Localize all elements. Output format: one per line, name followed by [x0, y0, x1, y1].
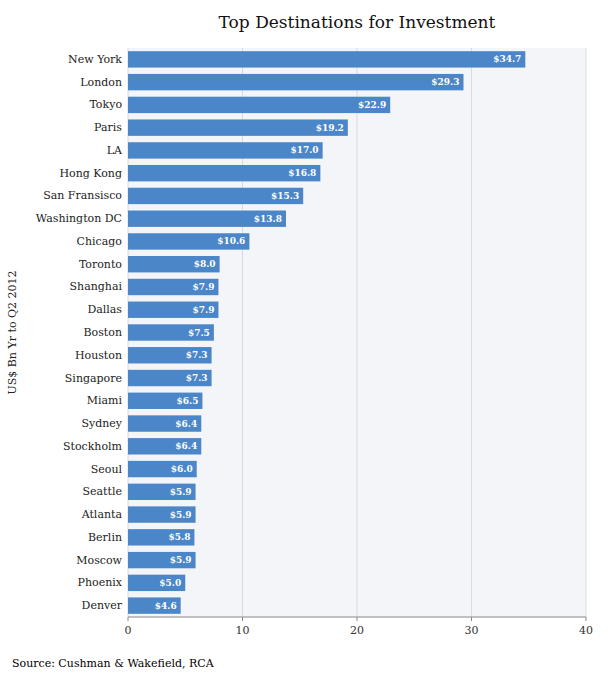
x-tick [471, 617, 472, 621]
title: Top Destinations for Investment [219, 12, 496, 32]
data-label: $5.0 [159, 578, 181, 588]
bar [128, 415, 201, 431]
bar [128, 74, 463, 90]
grid-line [471, 48, 472, 617]
y-tick-label: Chicago [77, 235, 123, 248]
y-tick-label: Shanghai [70, 280, 123, 293]
y-tick-label: Hong Kong [59, 167, 122, 180]
bar [128, 256, 220, 272]
data-label: $6.0 [171, 464, 193, 474]
data-label: $15.3 [271, 191, 299, 201]
bar [128, 165, 320, 181]
y-tick-label: LA [107, 144, 123, 157]
y-tick-label: Stockholm [63, 440, 123, 453]
grid [128, 48, 586, 617]
bar [128, 347, 212, 363]
grid-line [357, 48, 358, 617]
bar [128, 438, 201, 454]
plot-background [128, 48, 586, 617]
data-label: $19.2 [316, 123, 344, 133]
y-tick-label: Seoul [91, 463, 123, 476]
y-tick-label: San Fransisco [43, 189, 122, 202]
y-tick-label: Toronto [79, 258, 122, 271]
x-tick [357, 617, 358, 621]
data-label: $8.0 [194, 259, 216, 269]
y-tick-label: Seattle [83, 485, 122, 498]
data-label: $29.3 [431, 77, 459, 87]
data-label: $13.8 [254, 214, 282, 224]
bar [128, 461, 197, 477]
bar [128, 529, 194, 545]
y-tick-label: Miami [87, 394, 123, 407]
y-tick-label: Phoenix [78, 576, 123, 589]
x-tick-label: 0 [125, 624, 132, 637]
data-label: $34.7 [493, 54, 521, 64]
y-tick-label: Paris [94, 121, 122, 134]
bar [128, 370, 212, 386]
bar [128, 233, 249, 249]
data-label: $7.5 [188, 328, 210, 338]
data-labels: $34.7 $29.3 $22.9 $19.2 $17.0 $16.8 $15.3 $13.8… [155, 54, 522, 610]
x-tick-label: 10 [236, 624, 250, 637]
y-tick-label: Washington DC [36, 212, 122, 225]
data-label: $5.9 [170, 487, 192, 497]
x-tick [586, 617, 587, 621]
bars [128, 51, 525, 614]
grid-line [586, 48, 587, 617]
y-tick-label: Dallas [87, 303, 122, 316]
bar [128, 324, 214, 340]
bar [128, 506, 196, 522]
x-tick [128, 617, 129, 621]
chart: $34.7 $29.3 $22.9 $19.2 $17.0 $16.8 $15.3 $13.8… [0, 0, 610, 679]
x-tick-label: 40 [579, 624, 593, 637]
x-tick [242, 617, 243, 621]
data-label: $6.4 [175, 419, 197, 429]
bar [128, 552, 196, 568]
data-label: $16.8 [288, 168, 316, 178]
data-label: $7.3 [186, 373, 208, 383]
bar [128, 575, 185, 591]
y-tick-label: New York [68, 53, 122, 66]
bar [128, 597, 181, 613]
data-label: $7.9 [193, 305, 215, 315]
data-label: $17.0 [290, 145, 318, 155]
y-tick-label: Houston [75, 349, 122, 362]
data-label: $22.9 [358, 100, 386, 110]
y-tick-label: Moscow [76, 554, 122, 567]
data-label: $4.6 [155, 601, 177, 611]
data-label: $6.4 [175, 441, 197, 451]
data-label: $10.6 [217, 236, 245, 246]
y-axis-label: US$ Bn Yr to Q2 2012 [6, 270, 19, 394]
bar [128, 393, 202, 409]
bar [128, 51, 525, 67]
y-tick-label: Tokyo [89, 98, 122, 111]
bar [128, 188, 303, 204]
bar [128, 484, 196, 500]
source: Source: Cushman & Wakefield, RCA [12, 657, 215, 670]
data-label: $6.5 [177, 396, 199, 406]
bar [128, 302, 218, 318]
data-label: $7.9 [193, 282, 215, 292]
y-tick-label: Singapore [65, 372, 122, 385]
data-label: $7.3 [186, 350, 208, 360]
data-label: $5.8 [168, 532, 190, 542]
y-tick-label: Berlin [88, 531, 122, 544]
data-label: $5.9 [170, 510, 192, 520]
bar [128, 211, 286, 227]
bar [128, 142, 323, 158]
x-tick-label: 30 [465, 624, 479, 637]
y-tick-label: Denver [82, 599, 123, 612]
x-axis: 0 10 20 30 40 [125, 617, 594, 637]
y-axis: New York London Tokyo Paris LA Hong Kong San F… [36, 53, 123, 612]
y-tick-label: Sydney [81, 417, 122, 430]
bar [128, 279, 218, 295]
y-tick-label: London [80, 76, 122, 89]
x-tick-label: 20 [350, 624, 364, 637]
y-tick-label: Boston [84, 326, 122, 339]
y-tick-label: Atlanta [81, 508, 123, 521]
bar [128, 119, 348, 135]
data-label: $5.9 [170, 555, 192, 565]
bar [128, 97, 390, 113]
